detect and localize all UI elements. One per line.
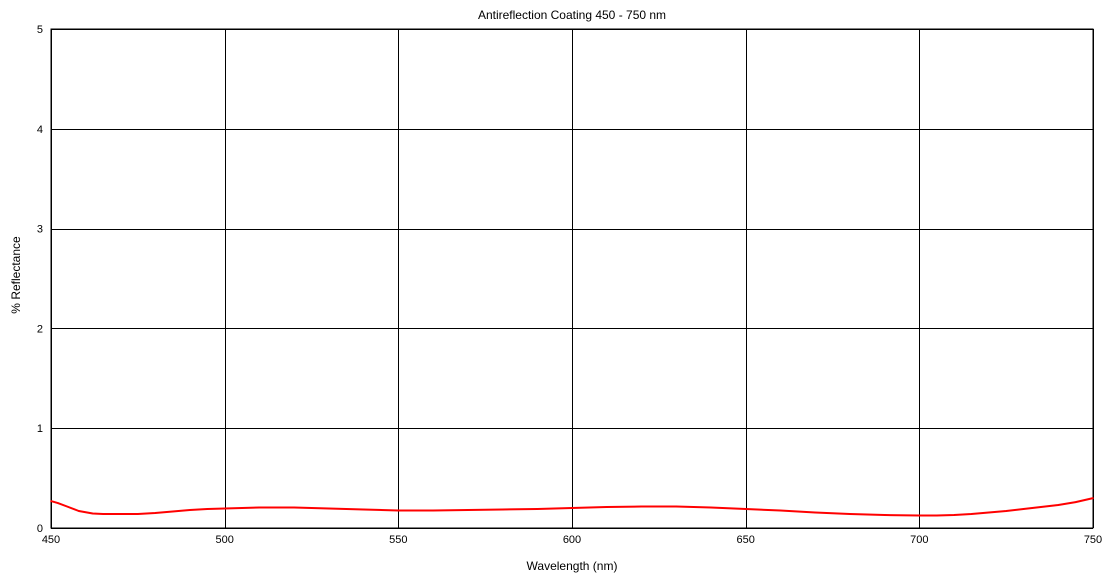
y-tick-label: 1: [37, 423, 43, 435]
x-axis-label: Wavelength (nm): [527, 559, 618, 573]
y-axis-label: % Reflectance: [9, 236, 23, 314]
data-point: [1057, 504, 1060, 506]
data-point: [744, 508, 747, 510]
y-tick-label: 5: [37, 24, 43, 36]
data-point: [814, 511, 816, 514]
data-point: [918, 514, 921, 517]
plot-frame: [50, 28, 1094, 529]
data-point: [988, 511, 990, 514]
x-tick-label: 600: [563, 534, 581, 546]
data-point: [953, 514, 955, 516]
data-point: [154, 512, 156, 514]
y-tick-labels: 0 1 2 3 4 5: [37, 24, 43, 535]
data-point: [935, 514, 938, 517]
data-point: [276, 506, 278, 509]
data-point: [501, 508, 504, 511]
y-tick-label: 0: [37, 523, 43, 535]
data-point: [171, 510, 174, 513]
data-point: [241, 507, 243, 509]
data-point: [883, 514, 886, 516]
data-point: [362, 508, 365, 511]
x-tick-label: 450: [42, 534, 60, 546]
x-tick-label: 500: [215, 534, 233, 546]
data-point: [67, 506, 70, 508]
data-point: [293, 506, 295, 509]
y-tick-label: 4: [37, 124, 43, 136]
data-point: [1040, 506, 1042, 508]
data-point: [137, 513, 139, 515]
chart-title: Antireflection Coating 450 - 750 nm: [478, 8, 666, 22]
data-point: [1074, 501, 1077, 503]
data-point: [710, 506, 712, 509]
data-point: [397, 509, 400, 512]
data-point: [91, 512, 94, 515]
y-tick-label: 3: [37, 224, 43, 236]
data-point: [536, 508, 539, 510]
data-point: [206, 508, 209, 510]
x-tick-label: 700: [910, 534, 928, 546]
data-point: [258, 506, 261, 509]
data-point: [1005, 510, 1007, 512]
x-tick-label: 550: [389, 534, 407, 546]
data-point: [57, 502, 59, 504]
data-point: [1092, 497, 1094, 499]
data-point: [467, 509, 469, 511]
data-point: [605, 506, 608, 508]
data-point: [849, 513, 851, 515]
data-point: [328, 507, 330, 510]
data-point: [119, 513, 122, 515]
data-point: [50, 500, 52, 502]
data-point: [675, 505, 677, 508]
data-point: [189, 509, 191, 511]
data-point: [223, 507, 226, 510]
data-point: [779, 509, 782, 512]
x-tick-label: 750: [1084, 534, 1102, 546]
data-point: [78, 510, 80, 512]
data-point: [432, 509, 434, 512]
data-point: [640, 505, 643, 508]
data-point: [970, 513, 973, 515]
data-point: [571, 507, 573, 509]
y-tick-label: 2: [37, 323, 43, 335]
data-point: [102, 513, 104, 515]
x-tick-label: 650: [736, 534, 754, 546]
x-tick-labels: 450 500 550 600 650 700 750: [42, 534, 1102, 546]
series-layer: [50, 497, 1094, 517]
data-point: [1022, 508, 1025, 510]
